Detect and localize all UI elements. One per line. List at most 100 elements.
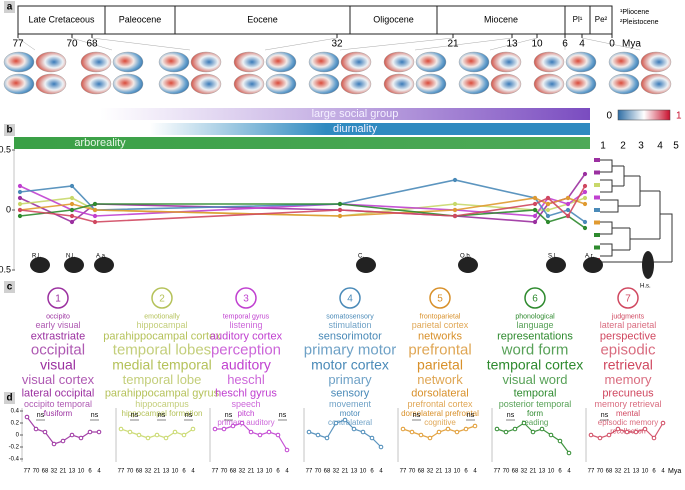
cluster-word: sensory (331, 387, 370, 399)
cluster-word: word form (501, 341, 569, 358)
data-point (221, 426, 227, 432)
brain-connector (414, 37, 513, 51)
data-point (548, 432, 554, 438)
data-point (565, 201, 571, 207)
x-tick-label: 10 (642, 469, 649, 475)
data-point (582, 195, 588, 201)
cluster-number: 2 (159, 294, 165, 305)
x-tick-label: 4 (473, 469, 477, 475)
cluster-word: temporal cortex (487, 357, 583, 373)
brain-surface (640, 73, 672, 95)
data-point (51, 441, 57, 447)
data-point (532, 219, 538, 225)
data-point (624, 429, 630, 435)
cluster-word: auditory (221, 357, 271, 373)
x-tick-label: 70 (127, 469, 134, 475)
x-tick-label: 70 (315, 469, 322, 475)
cluster-number: 5 (437, 294, 443, 305)
period-box (349, 5, 438, 35)
cluster-word: temporal lobes (113, 341, 211, 358)
age-label: 32 (331, 39, 343, 50)
species-silhouette (546, 257, 566, 273)
brain-surface (490, 51, 522, 73)
cluster-circle (617, 287, 639, 309)
species-silhouette (30, 257, 50, 273)
brain-surface (308, 51, 340, 73)
age-label: 6 (562, 39, 568, 50)
x-tick-label: 32 (51, 469, 58, 475)
brain-surface (80, 73, 112, 95)
x-tick-label: 70 (221, 469, 228, 475)
period-name: Paleocene (119, 14, 162, 24)
x-tick-label: 21 (624, 469, 631, 475)
data-point (342, 417, 348, 423)
x-tick-label: 13 (163, 469, 170, 475)
data-point (315, 432, 321, 438)
panel-label: d (6, 393, 12, 404)
brain-surface (158, 51, 190, 73)
brain-surface (490, 73, 522, 95)
brain-surface (383, 51, 415, 73)
cluster-word: heschl gyrus (215, 387, 277, 399)
data-point (17, 213, 23, 219)
cluster-word: parahippocampal cortex (103, 330, 221, 342)
species-label: A.r. (585, 254, 594, 260)
x-tick-label: 21 (248, 469, 255, 475)
data-point (360, 429, 366, 435)
ns-label: ns (131, 412, 139, 419)
cluster-word: parietal (417, 357, 463, 373)
cluster-word: frontoparietal (420, 313, 461, 320)
period-name: Pl¹ (573, 15, 583, 24)
x-tick-label: 6 (558, 469, 562, 475)
cluster-word: fusiform (44, 409, 73, 418)
species-silhouette (458, 257, 478, 273)
species-silhouette (94, 257, 114, 273)
data-point (588, 432, 594, 438)
age-unit: Mya (622, 39, 641, 50)
data-point (494, 426, 500, 432)
brain-surface (415, 73, 447, 95)
x-tick-label: 70 (503, 469, 510, 475)
y-tick-label: 0.2 (11, 421, 20, 427)
data-point (60, 438, 66, 444)
data-point (565, 207, 571, 213)
x-tick-label: 77 (118, 469, 125, 475)
brain-surface (265, 51, 297, 73)
period-box (104, 5, 176, 35)
cluster-word: retrieval (603, 357, 653, 373)
x-tick-label: 4 (285, 469, 289, 475)
footnote: ¹Pliocene (620, 9, 649, 16)
data-point (532, 213, 538, 219)
data-point (69, 219, 75, 225)
brain-surface (3, 73, 35, 95)
data-point (545, 207, 551, 213)
data-point (633, 429, 639, 435)
data-point (337, 213, 343, 219)
data-point (651, 435, 657, 441)
data-point (230, 423, 236, 429)
brain-surface (308, 73, 340, 95)
x-tick-label: 6 (464, 469, 468, 475)
cluster-circle (339, 287, 361, 309)
y-tick-label: 0.5 (0, 144, 11, 154)
data-point (92, 219, 98, 225)
data-point (445, 426, 451, 432)
cluster-word: lateral parietal (600, 320, 657, 330)
brain-surface (458, 51, 490, 73)
panel-label-box (4, 281, 15, 293)
period-box (589, 5, 613, 35)
cluster-word: hippocampus (135, 399, 189, 409)
cluster-word: visual cortex (22, 372, 95, 387)
cluster-word: lateral occipital (22, 387, 95, 399)
brain-surface (233, 51, 265, 73)
data-point (337, 201, 343, 207)
data-point (582, 225, 588, 231)
ns-label: ns (601, 412, 609, 419)
cluster-word: dorsolateral prefrontal (401, 409, 479, 418)
cluster-word: precuneus (602, 387, 654, 399)
cluster-word: posterior temporal (499, 399, 572, 409)
x-tick-label: 13 (539, 469, 546, 475)
species-silhouette (583, 257, 603, 273)
leaf-mark (594, 208, 600, 212)
cluster-word: listening (229, 320, 262, 330)
